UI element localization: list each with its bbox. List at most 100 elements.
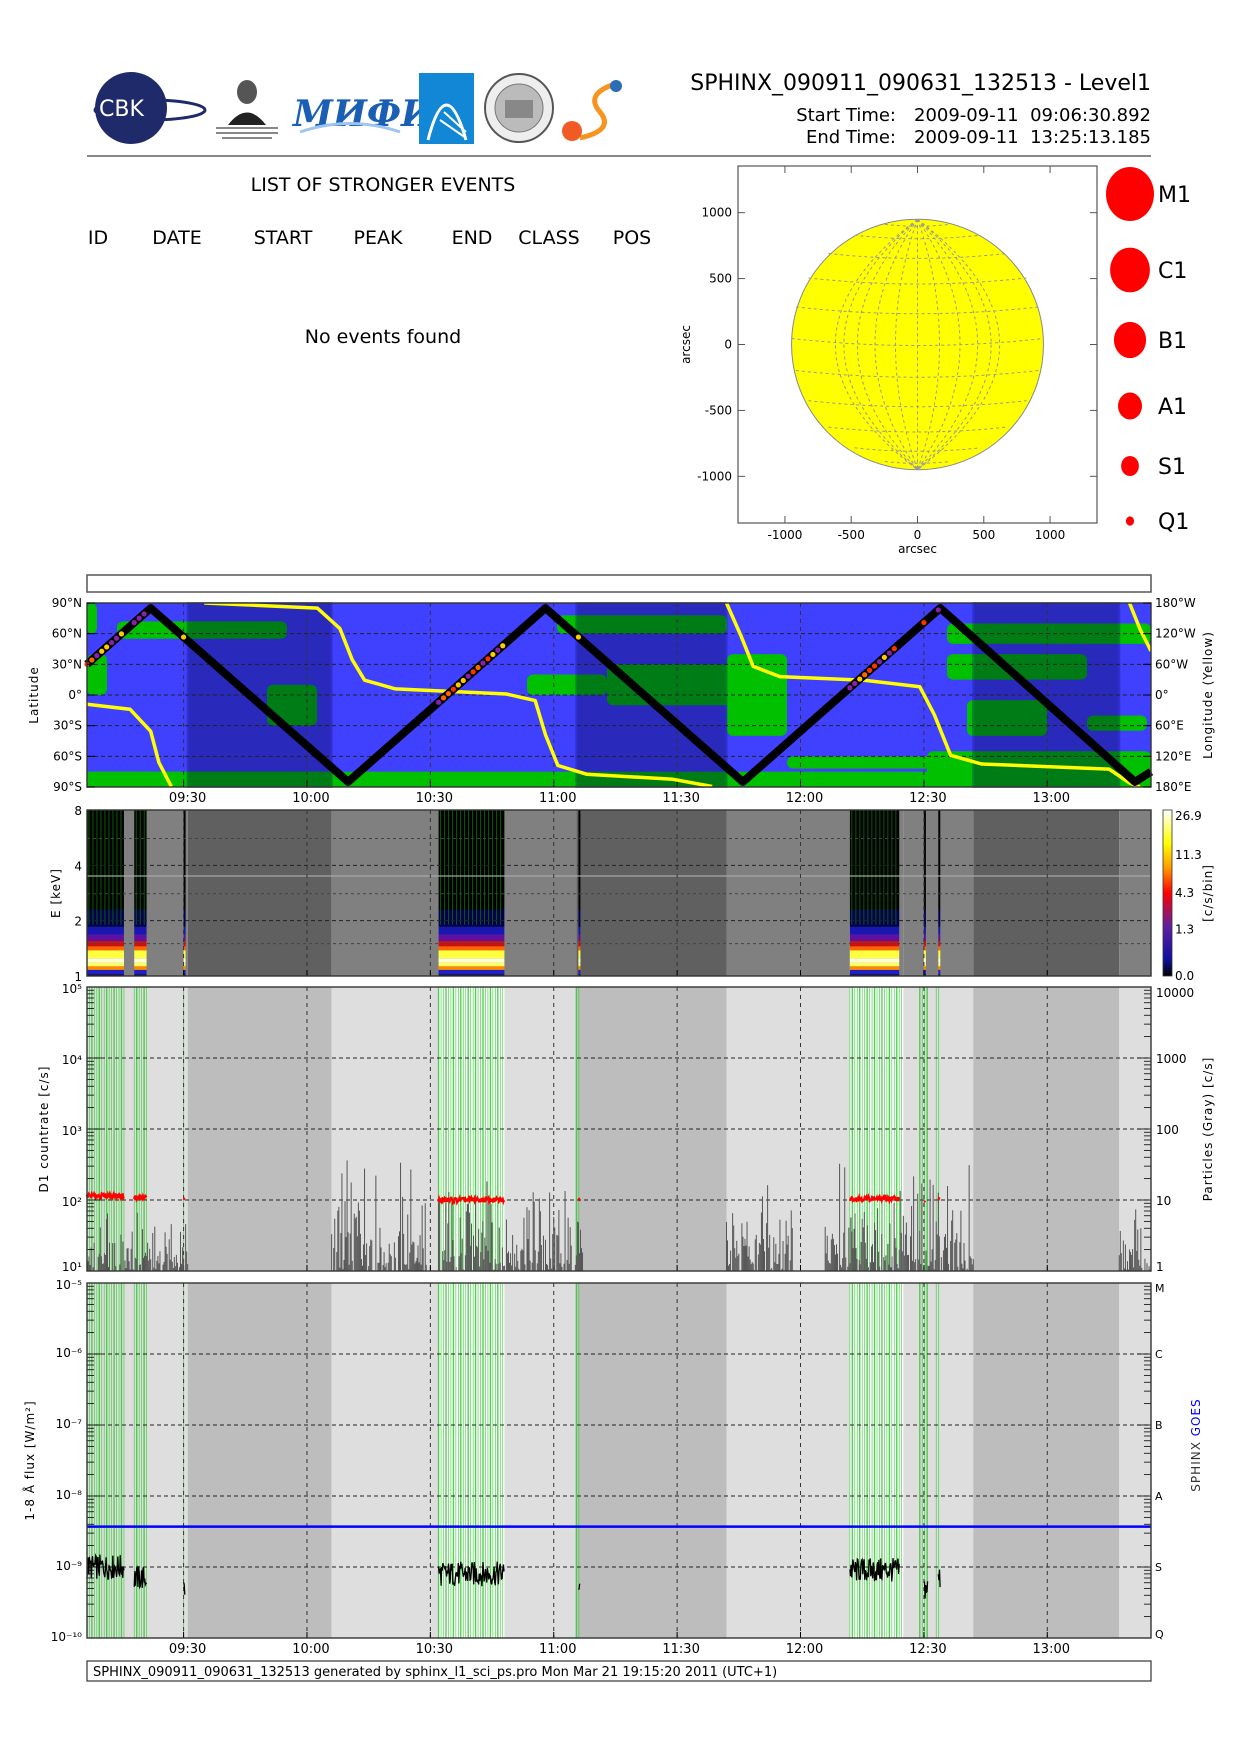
energy-tick-label: 1: [74, 970, 82, 984]
time-tick-label: 09:30: [169, 1642, 206, 1657]
track-marker: [852, 680, 858, 687]
spectrum-cell: [923, 974, 926, 976]
longitude-gridline: [917, 219, 940, 470]
time-band-dark: [973, 1283, 1120, 1638]
x-tick-label: -1000: [767, 528, 802, 542]
legend-marker-a1: [1118, 392, 1142, 420]
colorbar-tick-label: 0.0: [1175, 969, 1194, 983]
colorbar-axis-label: [c/s/bin]: [1201, 864, 1215, 922]
spectrum-cell: [438, 950, 505, 959]
orbit-map-panel: 09:30 10:00 10:30 11:00 11:30 12:00 12:30 13:00…: [27, 596, 1215, 806]
land-mass: [557, 615, 727, 634]
track-marker: [881, 654, 888, 660]
column-end: END: [452, 227, 493, 249]
land-mass: [947, 654, 1087, 680]
time-band-light: [331, 810, 439, 976]
countrate-series: [182, 1197, 186, 1201]
goes-class-label: A: [1155, 1490, 1163, 1503]
spectrum-cell: [183, 974, 186, 976]
panel-frame: [86, 1282, 1152, 1639]
time-tick-label: 10:00: [292, 791, 329, 806]
spectrum-cell: [849, 974, 900, 976]
sphinx-flux-series: [182, 1582, 186, 1595]
latitude-tick-label: 0°: [68, 688, 82, 702]
latitude-gridline: [808, 277, 1027, 285]
time-tick-label: 11:30: [662, 791, 699, 806]
spectrum-cell: [438, 962, 505, 967]
land-mass: [927, 751, 1151, 777]
countrate-tick-label: 10²: [62, 1195, 82, 1209]
spectrum-cell: [849, 950, 900, 959]
colorbar-tick-label: 11.3: [1175, 848, 1202, 862]
longitude-tick-label: 0°: [1155, 688, 1169, 702]
time-band-light: [726, 1283, 850, 1638]
spectrum-cell: [578, 934, 581, 942]
spectrum-cell: [923, 926, 926, 935]
time-band-dark: [973, 810, 1120, 976]
spectrum-cell: [438, 926, 505, 935]
spectrum-cell: [183, 969, 186, 975]
footer-text: SPHINX_090911_090631_132513 generated by…: [93, 1665, 777, 1680]
spectrum-cell: [86, 969, 124, 975]
longitude-gridline: [874, 218, 918, 471]
time-band-dark: [187, 810, 332, 976]
spectrum-cell: [578, 974, 581, 976]
land-mass: [787, 756, 947, 769]
land-mass: [1087, 715, 1147, 731]
spectrum-cell: [86, 926, 124, 935]
cbk-pan-logo: CBK: [93, 72, 207, 144]
x-tick-label: 1000: [1035, 528, 1066, 542]
spectrum-cell: [578, 966, 581, 970]
flux-tick-label: 10⁻¹⁰: [51, 1630, 82, 1644]
countrate-tick-label: 10³: [62, 1124, 82, 1138]
countrate-series: [923, 1200, 927, 1204]
track-marker: [470, 669, 476, 675]
spectrum-cell: [134, 934, 147, 942]
spectrum-cell: [134, 926, 147, 935]
end-time-row: End Time: 2009-09-11 13:25:13.185: [806, 127, 1151, 148]
energy-tick-label: 4: [74, 859, 82, 873]
spectrum-cell: [849, 934, 900, 942]
longitude-tick-label: 180°E: [1155, 780, 1192, 794]
legend-label-s1: S1: [1158, 455, 1186, 480]
spectrum-cell: [938, 950, 941, 959]
latitude-tick-label: 30°S: [53, 719, 82, 733]
column-start: START: [254, 227, 313, 249]
goes-class-label: M: [1155, 1282, 1165, 1295]
spectrum-cell: [849, 962, 900, 967]
sphinx-flux-series: [937, 1569, 941, 1588]
spectrum-cell: [578, 962, 581, 967]
spectrum-cell: [578, 810, 581, 910]
particles-axis-label: Particles (Gray) [c/s]: [1201, 1057, 1215, 1202]
time-tick-label: 12:00: [786, 791, 823, 806]
spectrum-cell: [923, 934, 926, 942]
spectrum-cell: [938, 962, 941, 967]
energy-tick-label: 2: [74, 915, 82, 929]
spectrum-cell: [134, 958, 147, 963]
track-marker: [867, 667, 873, 673]
spectrum-cell: [923, 966, 926, 970]
track-marker: [490, 651, 496, 658]
time-tick-label: 13:00: [1033, 1642, 1070, 1657]
spectrum-cell: [938, 966, 941, 970]
time-band-dark: [576, 1283, 727, 1638]
footer-box: [86, 1660, 1152, 1682]
legend-marker-m1: [1106, 167, 1154, 221]
track-marker: [921, 619, 927, 626]
column-class: CLASS: [518, 227, 579, 249]
legend-goes: GOES: [1189, 1398, 1203, 1436]
countrate-axis-label: D1 countrate [c/s]: [37, 1066, 51, 1193]
time-tick-label: 12:30: [909, 1642, 946, 1657]
time-band-dark: [187, 1283, 332, 1638]
y-axis-label: arcsec: [679, 325, 693, 364]
spectrum-cell: [578, 969, 581, 975]
spectrum-cell: [86, 946, 124, 951]
track-marker: [455, 682, 461, 688]
time-tick-label: 11:30: [662, 1642, 699, 1657]
spectrum-cell: [438, 909, 505, 927]
latitude-gridline: [795, 306, 1040, 315]
svg-text:CBK: CBK: [99, 97, 144, 122]
track-marker: [862, 672, 868, 678]
time-band-light: [903, 1283, 974, 1638]
spectrum-cell: [134, 969, 147, 975]
